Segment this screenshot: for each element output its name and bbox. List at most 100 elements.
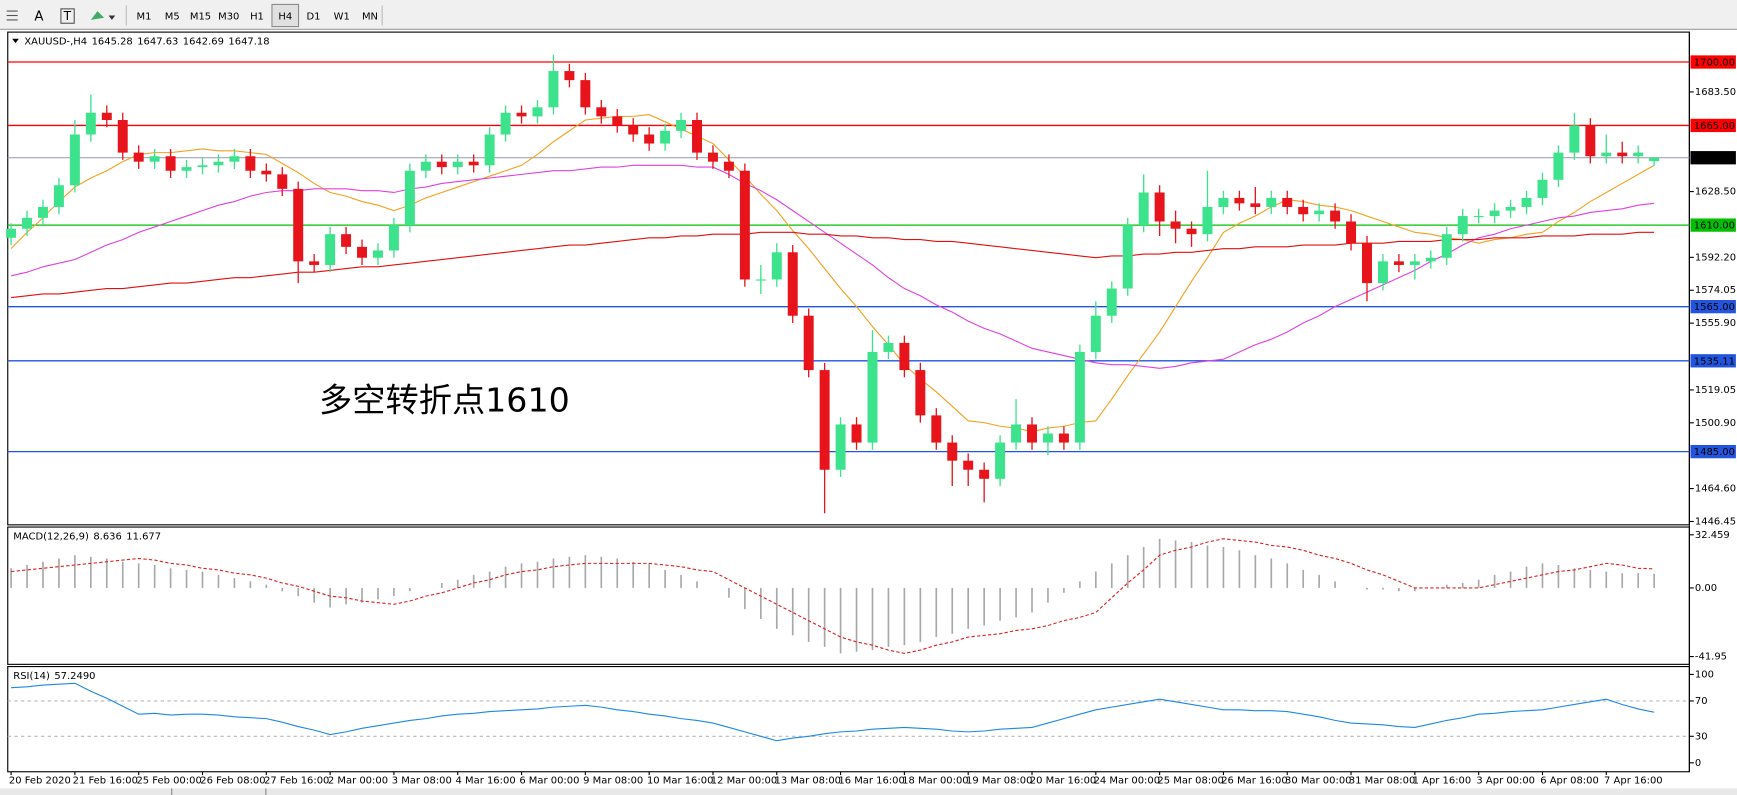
x-tick-label: 6 Apr 08:00 <box>1540 776 1599 787</box>
candle-body <box>644 134 655 144</box>
candle-body <box>739 170 750 280</box>
x-tick-label: 27 Feb 16:00 <box>264 776 329 787</box>
menu-icon[interactable] <box>6 10 18 21</box>
candle-body <box>325 234 336 265</box>
timeframe-button[interactable]: H4 <box>278 12 292 23</box>
y-tick-label: 1683.50 <box>1695 87 1736 98</box>
shapes-dropdown[interactable] <box>108 15 116 20</box>
x-tick-label: 7 Apr 16:00 <box>1604 776 1663 787</box>
candle-body <box>1250 203 1261 207</box>
candle-body <box>723 161 734 171</box>
candle-body <box>1266 197 1277 207</box>
candle-body <box>293 188 304 262</box>
candle-body <box>1011 424 1022 443</box>
current-price-box <box>1690 151 1736 165</box>
signal-line <box>11 538 1655 654</box>
timeframe-button[interactable]: M1 <box>137 12 152 23</box>
y-tick-label: 1446.45 <box>1695 516 1736 527</box>
candle-body <box>1553 152 1564 180</box>
candle-body <box>101 112 112 120</box>
candle-body <box>372 250 383 258</box>
candle-body <box>1186 228 1197 235</box>
timeframe-button[interactable]: MN <box>362 12 378 23</box>
y-tick-label: 1500.90 <box>1695 418 1736 429</box>
timeframe-button[interactable]: M5 <box>165 12 180 23</box>
candle-body <box>1027 424 1037 443</box>
candle-body <box>835 424 846 470</box>
y-tick-label: -41.95 <box>1695 652 1727 663</box>
candle-body <box>803 315 814 371</box>
x-tick-label: 3 Apr 00:00 <box>1476 776 1535 787</box>
timeframe-button[interactable]: W1 <box>334 12 350 23</box>
moving-average <box>10 164 1655 369</box>
candle-body <box>1202 206 1213 235</box>
candle-body <box>899 342 910 371</box>
candle-body <box>963 460 974 470</box>
text-tool-a[interactable]: A <box>34 10 43 25</box>
last-close: 1647.18 <box>228 37 269 48</box>
candle-body <box>1649 157 1660 162</box>
x-tick-label: 19 Mar 08:00 <box>966 776 1032 787</box>
candle-body <box>1058 433 1069 443</box>
x-tick-label: 13 Mar 08:00 <box>775 776 841 787</box>
rsi-line <box>11 682 1655 742</box>
x-tick-label: 24 Mar 00:00 <box>1094 776 1160 787</box>
timeframe-button[interactable]: M30 <box>218 12 239 23</box>
y-tick-label: 0.00 <box>1695 583 1717 594</box>
candle-body <box>22 217 33 229</box>
candle-body <box>420 161 431 171</box>
x-tick-label: 20 Mar 16:00 <box>1030 776 1096 787</box>
candle-body <box>1537 179 1548 198</box>
price-level-label: 1485.00 <box>1694 447 1735 458</box>
timeframe-button[interactable]: D1 <box>307 12 321 23</box>
chart-header: XAUUSD-,H4 1645.28 1647.63 1642.69 1647.18 <box>24 37 269 48</box>
candle-body <box>1521 197 1532 207</box>
price-level-label: 1665.00 <box>1694 121 1735 132</box>
candle-body <box>1617 152 1628 157</box>
timeframe-button[interactable]: H1 <box>250 12 264 23</box>
candle-body <box>1346 221 1357 244</box>
timeframe-button[interactable]: M15 <box>190 12 211 23</box>
candle-body <box>1425 257 1436 262</box>
candle-body <box>516 112 527 117</box>
candle-body <box>149 156 160 162</box>
price-level-box <box>1690 218 1736 232</box>
moving-average <box>10 113 1655 433</box>
x-tick-label: 26 Feb 08:00 <box>200 776 265 787</box>
text-tool-t[interactable]: T <box>63 9 72 23</box>
x-tick-label: 16 Mar 16:00 <box>838 776 904 787</box>
x-tick-label: 25 Feb 00:00 <box>136 776 201 787</box>
candle-body <box>309 261 320 265</box>
candle-body <box>37 206 48 218</box>
x-tick-label: 30 Mar 00:00 <box>1285 776 1351 787</box>
x-tick-label: 31 Mar 08:00 <box>1349 776 1415 787</box>
candle-body <box>1393 261 1404 265</box>
rsi-panel <box>7 666 1690 773</box>
candle-body <box>1154 192 1165 222</box>
candle-body <box>771 252 782 280</box>
shapes-tool[interactable] <box>90 11 105 20</box>
chart-menu-arrow[interactable] <box>12 38 19 44</box>
candle-body <box>1505 206 1516 211</box>
current-price-label: 1647.18 <box>1694 153 1735 164</box>
y-tick-label: 0 <box>1695 758 1701 769</box>
candle-body <box>707 152 718 162</box>
text-tool-t-box[interactable] <box>60 8 75 24</box>
candle-body <box>117 119 128 153</box>
x-tick-label: 20 Feb 2020 <box>9 776 71 787</box>
candle-body <box>947 442 958 461</box>
price-level-label: 1610.00 <box>1694 221 1735 232</box>
candle-body <box>596 107 607 117</box>
candle-body <box>245 156 256 171</box>
moving-average <box>11 231 1655 299</box>
candle-body <box>277 174 288 189</box>
y-tick-label: 1519.05 <box>1695 385 1736 396</box>
x-tick-label: 18 Mar 00:00 <box>902 776 968 787</box>
timeframe-active <box>271 3 300 28</box>
candle-body <box>1457 216 1468 235</box>
candle-body <box>1314 210 1325 215</box>
y-tick-label: 32.459 <box>1695 530 1730 541</box>
tab-strip <box>0 788 1737 795</box>
candle-body <box>1138 192 1149 226</box>
macd-panel <box>7 526 1690 665</box>
